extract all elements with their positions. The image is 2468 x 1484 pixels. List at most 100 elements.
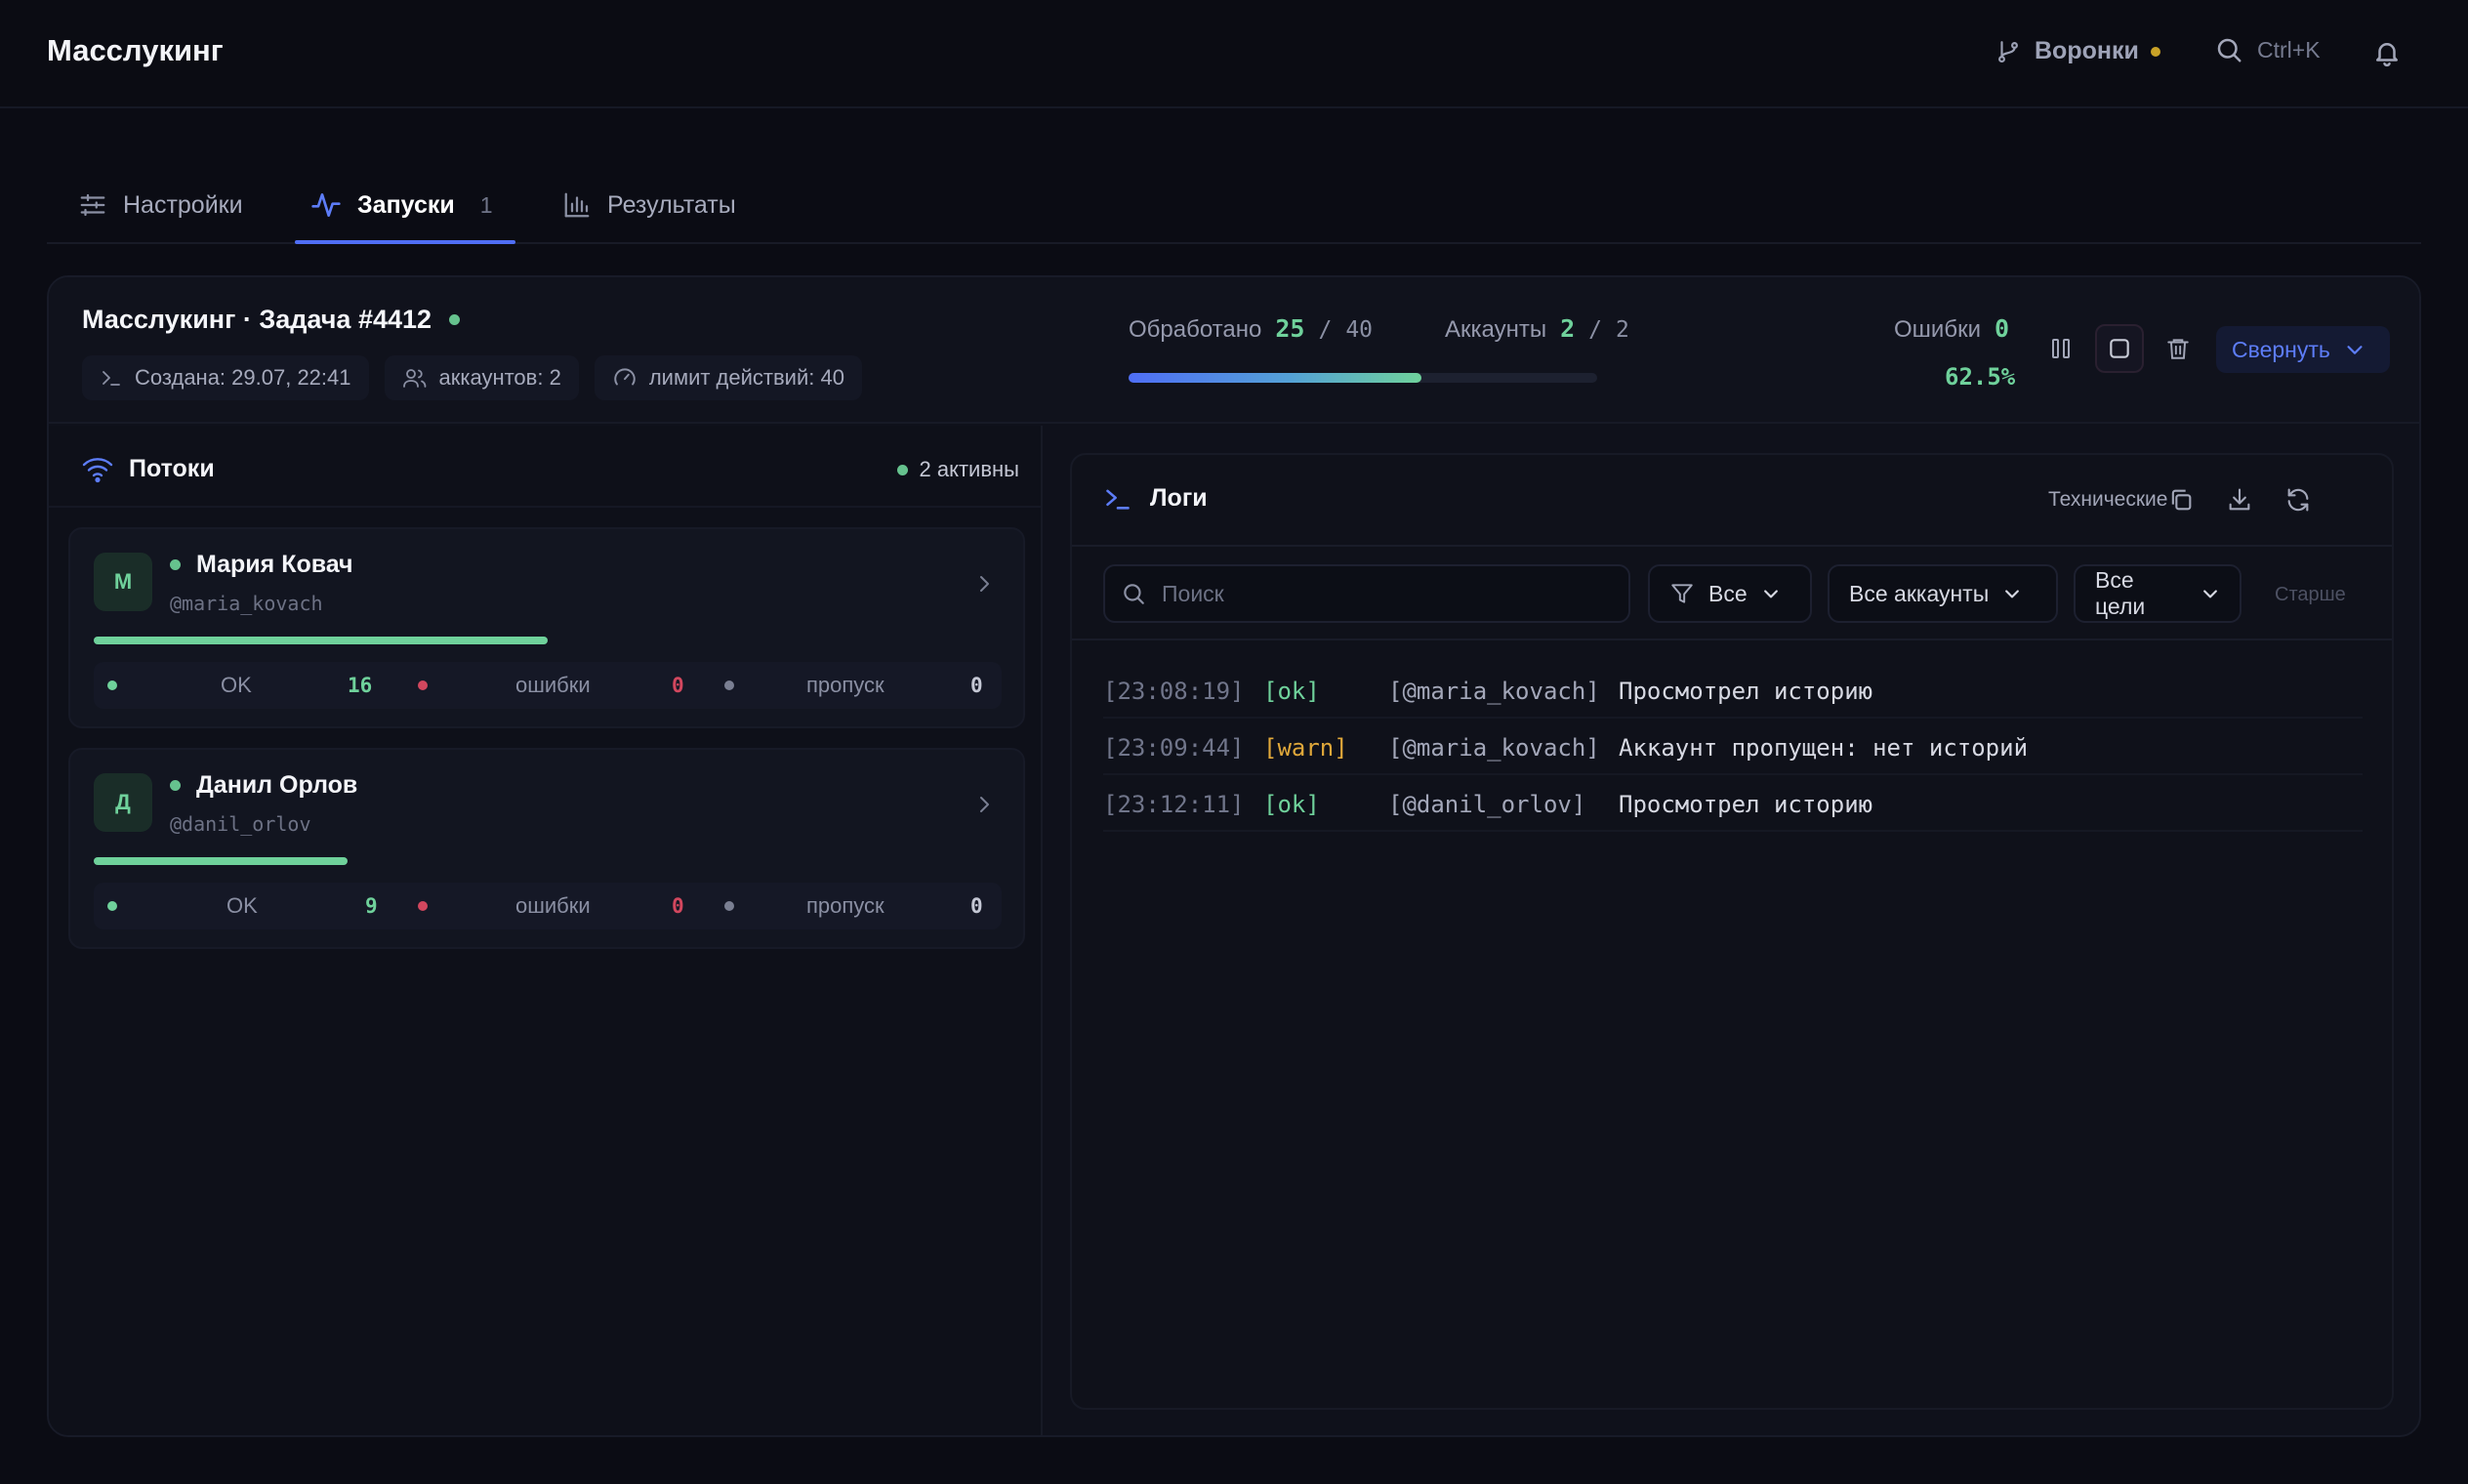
log-search-placeholder: Поиск [1162, 580, 1224, 606]
tab-runs-count: 1 [479, 191, 493, 218]
streams-active-indicator: 2 активны [896, 457, 1019, 482]
tab-runs-label: Запуски [357, 190, 455, 219]
job-status-dot [449, 314, 461, 325]
notifications-button[interactable] [2372, 37, 2402, 68]
target-filter-value: Все цели [2095, 567, 2146, 619]
tab-runs[interactable]: Запуски 1 [310, 182, 493, 228]
ok-dot [107, 901, 117, 911]
pause-icon [2049, 336, 2073, 361]
delete-button[interactable] [2154, 324, 2202, 373]
level-filter-select[interactable]: Все [1648, 564, 1812, 623]
limit-chip: лимит действий: 40 [594, 355, 862, 400]
tab-results[interactable]: Результаты [562, 182, 736, 228]
divider [49, 506, 1041, 508]
collapse-button[interactable]: Свернуть [2216, 326, 2390, 373]
terminal-icon [100, 366, 123, 390]
stream-account-name: Мария Ковач [170, 551, 353, 579]
pause-button[interactable] [2036, 324, 2085, 373]
avatar: Д [94, 773, 152, 832]
chevron-down-icon [2002, 584, 2022, 603]
funnels-button[interactable]: Воронки [1995, 37, 2160, 65]
processed-label: Обработано [1129, 316, 1262, 343]
skip-count: 0 [970, 894, 983, 918]
ok-stat-dot-wrap [107, 883, 117, 929]
stream-progress-fill [94, 857, 349, 865]
account-filter-select[interactable]: Все аккаунты [1828, 564, 2058, 623]
chevron-right-icon[interactable] [972, 791, 996, 818]
log-message: Аккаунт пропущен: нет историй [1619, 734, 2029, 762]
download-icon[interactable] [2222, 482, 2257, 517]
bar-chart-icon [562, 190, 592, 220]
ok-label: OK [226, 893, 258, 918]
skip-label: пропуск [806, 673, 884, 697]
stream-name-text: Данил Орлов [196, 771, 358, 799]
accounts-label: Аккаунты [1445, 316, 1547, 343]
log-account: [@maria_kovach] [1388, 734, 1600, 762]
streams-active-label: 2 активны [919, 457, 1019, 481]
processed-slash: / [1318, 317, 1333, 343]
created-chip: Создана: 29.07, 22:41 [82, 355, 369, 400]
refresh-icon[interactable] [2281, 482, 2316, 517]
stop-icon [2107, 336, 2132, 361]
log-line: [23:09:44] [warn] [@maria_kovach] Аккаун… [1103, 719, 2363, 775]
skip-count: 0 [970, 674, 983, 697]
global-search-button[interactable]: Ctrl+K [2214, 35, 2321, 64]
skip-dot [724, 680, 734, 690]
terminal-icon [1103, 485, 1132, 513]
level-filter-value: Все [1708, 580, 1748, 606]
stream-stats: OK 9 ошибки 0 пропуск 0 [94, 883, 1002, 929]
accounts-chip: аккаунтов: 2 [384, 355, 579, 400]
chevron-right-icon[interactable] [972, 570, 996, 598]
account-filter-value: Все аккаунты [1849, 580, 1990, 606]
trash-icon [2165, 336, 2191, 361]
stream-card[interactable]: Д Данил Орлов @danil_orlov OK 9 ошибки 0… [68, 748, 1025, 949]
accounts-slash: / [1588, 317, 1603, 343]
skip-dot [724, 901, 734, 911]
log-search-input[interactable]: Поиск [1103, 564, 1630, 623]
target-filter-select[interactable]: Все цели [2074, 564, 2242, 623]
search-icon [2214, 35, 2243, 64]
copy-icon[interactable] [2163, 482, 2199, 517]
stop-button[interactable] [2095, 324, 2144, 373]
created-text: Создана: 29.07, 22:41 [135, 365, 351, 390]
stream-card[interactable]: М Мария Ковач @maria_kovach OK 16 ошибки… [68, 527, 1025, 728]
log-time: [23:09:44] [1103, 734, 1245, 762]
streams-header: Потоки [82, 455, 215, 483]
tab-settings[interactable]: Настройки [78, 182, 243, 228]
top-bar: Масслукинг Воронки Ctrl+K [0, 0, 2468, 108]
errors-value: 0 [1994, 314, 2010, 343]
stream-status-dot [170, 780, 181, 791]
active-dot [896, 464, 908, 475]
log-line: [23:12:11] [ok] [@danil_orlov] Просмотре… [1103, 775, 2363, 832]
error-dot [418, 680, 428, 690]
older-sort-button[interactable]: Старше [2275, 584, 2346, 605]
streams-panel: Потоки 2 активны М Мария Ковач @maria_ko… [49, 426, 1043, 1435]
accounts-value: 2 [1560, 314, 1576, 343]
stream-stats: OK 16 ошибки 0 пропуск 0 [94, 662, 1002, 709]
ok-count: 9 [365, 894, 378, 918]
job-meta-chips: Создана: 29.07, 22:41 аккаунтов: 2 лимит… [82, 355, 862, 400]
error-dot-wrap [418, 883, 428, 929]
logs-header: Логи Технические [1072, 455, 2392, 547]
log-message: Просмотрел историю [1619, 791, 1873, 818]
stream-name-text: Мария Ковач [196, 551, 353, 578]
active-tab-indicator [295, 240, 515, 244]
run-card: Масслукинг · Задача #4412 Создана: 29.07… [47, 275, 2421, 1437]
technical-toggle[interactable]: Технические [2048, 488, 2168, 511]
stream-progress-fill [94, 637, 548, 644]
search-shortcut-hint: Ctrl+K [2257, 36, 2321, 62]
run-header: Масслукинг · Задача #4412 Создана: 29.07… [49, 277, 2419, 424]
limit-text: лимит действий: 40 [648, 365, 844, 390]
log-list: [23:08:19] [ok] [@maria_kovach] Просмотр… [1103, 662, 2363, 832]
section-tabs: Настройки Запуски 1 Результаты [47, 166, 2421, 244]
ok-count: 16 [348, 674, 373, 697]
skip-dot-wrap [724, 883, 734, 929]
chevron-down-icon [1761, 584, 1781, 603]
ok-stat-dot-wrap [107, 662, 117, 709]
tab-results-label: Результаты [607, 190, 736, 219]
log-level: [ok] [1263, 791, 1320, 818]
ok-dot [107, 680, 117, 690]
stream-handle: @danil_orlov [170, 812, 311, 836]
error-dot-wrap [418, 662, 428, 709]
wifi-icon [82, 456, 113, 483]
